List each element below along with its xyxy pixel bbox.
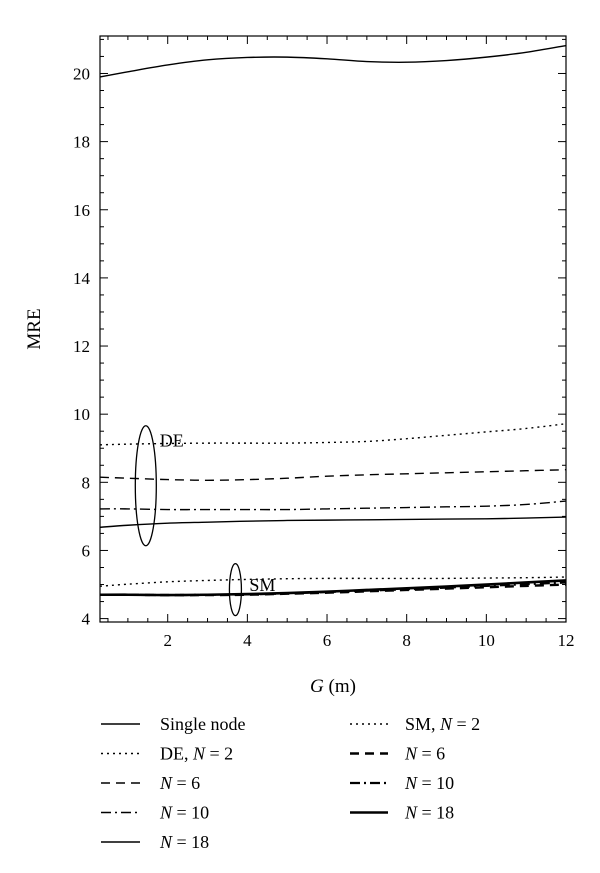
series-line-sm-sm-n-2 [99, 576, 567, 587]
series-line-de-n-10 [99, 500, 567, 511]
y-tick-label: 4 [82, 610, 91, 629]
y-tick-label: 6 [82, 541, 91, 560]
series-line-single-node [99, 44, 567, 78]
x-tick-label: 6 [323, 631, 332, 650]
legend-label-right-2: N = 10 [404, 773, 454, 793]
annotation-sm: SM [249, 575, 275, 595]
legend-label-right-0: SM, N = 2 [405, 714, 480, 734]
plot-frame [99, 35, 567, 623]
annotation-de: DE [160, 431, 184, 451]
y-axis-label: MRE [24, 308, 45, 349]
x-tick-label: 8 [402, 631, 411, 650]
y-tick-label: 12 [73, 337, 90, 356]
y-tick-label: 18 [73, 133, 90, 152]
x-tick-label: 10 [478, 631, 495, 650]
y-tick-label: 8 [82, 473, 91, 492]
series-line-de-n-18 [99, 516, 567, 528]
legend-label-left-4: N = 18 [159, 832, 209, 852]
y-tick-label: 16 [73, 201, 90, 220]
series-line-de-de-n-2 [99, 423, 567, 446]
de-group-ellipse [134, 425, 157, 547]
series-line-sm-n-6 [99, 583, 567, 597]
legend-label-left-2: N = 6 [159, 773, 200, 793]
legend-label-left-1: DE, N = 2 [160, 744, 233, 764]
x-axis-label: G (m) [310, 676, 356, 697]
y-tick-label: 20 [73, 64, 90, 83]
series-line-de-n-6 [99, 469, 567, 481]
legend-label-left-0: Single node [160, 714, 246, 734]
x-tick-label: 4 [243, 631, 252, 650]
legend-label-right-3: N = 18 [404, 803, 454, 823]
y-tick-label: 14 [73, 269, 91, 288]
y-tick-label: 10 [73, 405, 90, 424]
legend-label-left-3: N = 10 [159, 803, 209, 823]
x-tick-label: 12 [558, 631, 575, 650]
legend-label-right-1: N = 6 [404, 744, 445, 764]
x-tick-label: 2 [163, 631, 172, 650]
sm-group-ellipse [228, 562, 243, 617]
series-line-sm-n-18 [99, 579, 567, 597]
